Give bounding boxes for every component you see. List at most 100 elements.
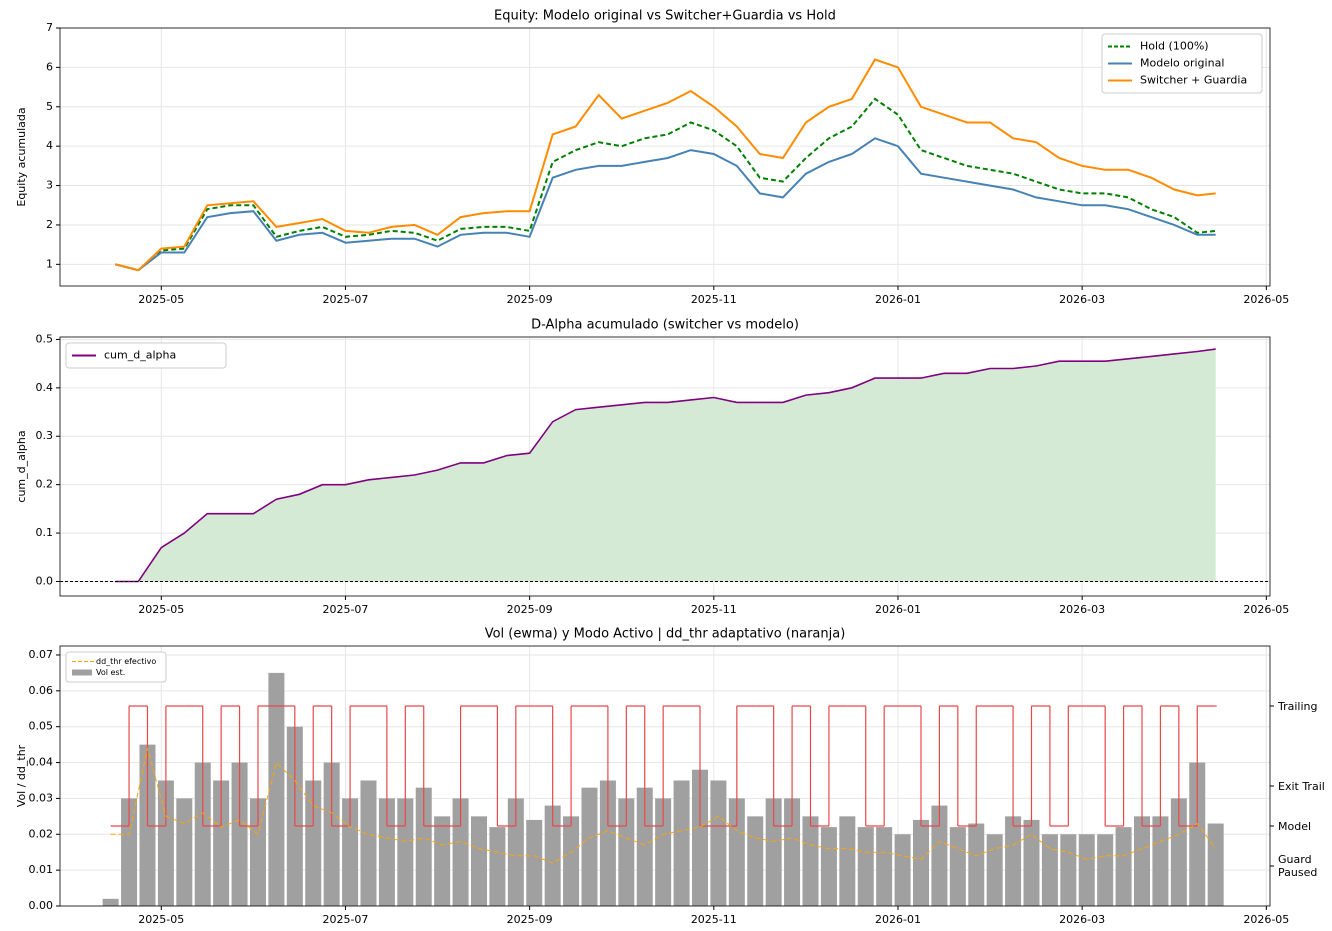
x-tick-label: 2026-01 — [875, 913, 921, 926]
bar — [563, 816, 580, 906]
bar — [912, 819, 929, 906]
x-tick-label: 2026-05 — [1243, 603, 1289, 616]
bar — [747, 816, 764, 906]
x-tick-label: 2025-05 — [138, 913, 184, 926]
legend-label: cum_d_alpha — [104, 349, 176, 362]
bar — [1170, 798, 1187, 906]
bar — [784, 798, 801, 906]
bar — [1041, 834, 1058, 906]
x-tick-label: 2026-03 — [1059, 293, 1105, 306]
x-tick-label: 2025-09 — [507, 913, 553, 926]
bar — [194, 762, 211, 906]
legend-swatch — [72, 669, 92, 676]
x-tick-label: 2026-01 — [875, 603, 921, 616]
bar — [507, 798, 524, 906]
bar — [986, 834, 1003, 906]
bar — [378, 798, 395, 906]
y-tick-label: 0.01 — [29, 863, 54, 876]
legend-label: Vol est. — [96, 668, 125, 677]
bar — [618, 798, 635, 906]
y-tick-label: 5 — [46, 100, 53, 113]
y2-tick-label: Trailing — [1278, 699, 1318, 713]
x-tick-label: 2025-09 — [507, 603, 553, 616]
bar — [765, 798, 782, 906]
y-tick-label: 0.05 — [29, 720, 54, 733]
bar — [157, 780, 174, 906]
bar — [268, 672, 285, 906]
bar — [1152, 816, 1169, 906]
bar — [489, 827, 506, 906]
bar — [1207, 823, 1224, 906]
bar — [931, 805, 948, 906]
bar — [360, 780, 377, 906]
y-tick-label: 0.00 — [29, 899, 54, 912]
y-tick-label: 7 — [46, 21, 53, 34]
legend-box — [1101, 33, 1263, 94]
bar — [1005, 816, 1022, 906]
y-tick-label: 0.03 — [29, 791, 54, 804]
bar — [949, 827, 966, 906]
legend-label: Hold (100%) — [1140, 40, 1209, 53]
chart-title: Vol (ewma) y Modo Activo | dd_thr adapta… — [485, 627, 846, 642]
legend-box — [65, 342, 227, 369]
x-tick-label: 2025-07 — [322, 603, 368, 616]
bar — [415, 787, 432, 906]
bar — [599, 780, 616, 906]
bar — [1134, 816, 1151, 906]
bar — [526, 819, 543, 906]
y-axis-label: Vol / dd_thr — [15, 744, 28, 807]
y-tick-label: 0.1 — [36, 526, 54, 539]
y-tick-label: 0.06 — [29, 684, 54, 697]
y2-tick-label: Model — [1278, 819, 1312, 833]
bar — [673, 780, 690, 906]
bar — [691, 769, 708, 906]
y2-tick-label: Guard Paused — [1278, 853, 1318, 879]
y2-tick-label: Exit Trail — [1278, 779, 1325, 793]
bar — [968, 823, 985, 906]
bar — [102, 898, 119, 906]
x-tick-label: 2025-11 — [691, 913, 737, 926]
bar — [636, 787, 653, 906]
legend-label: Modelo original — [1140, 57, 1224, 70]
y-tick-label: 0.5 — [36, 332, 54, 345]
bar — [231, 762, 248, 906]
bar — [728, 798, 745, 906]
series-line — [110, 748, 1217, 864]
series-line — [115, 58, 1216, 272]
bar — [434, 816, 451, 906]
bar — [1078, 834, 1095, 906]
bar — [1060, 834, 1077, 906]
bar — [1115, 827, 1132, 906]
x-tick-label: 2026-03 — [1059, 603, 1105, 616]
y-tick-label: 1 — [46, 257, 53, 270]
x-tick-label: 2026-03 — [1059, 913, 1105, 926]
bar — [1023, 819, 1040, 906]
x-tick-label: 2025-07 — [322, 293, 368, 306]
series-line — [115, 137, 1216, 272]
bar — [470, 816, 487, 906]
bar — [121, 798, 138, 906]
series-line — [115, 348, 1216, 583]
bar — [397, 798, 414, 906]
y-tick-label: 6 — [46, 60, 53, 73]
x-tick-label: 2025-11 — [691, 293, 737, 306]
bar — [820, 827, 837, 906]
y-tick-label: 0.04 — [29, 756, 54, 769]
y-tick-label: 3 — [46, 179, 53, 192]
x-tick-label: 2026-05 — [1243, 293, 1289, 306]
y-tick-label: 0.2 — [36, 478, 54, 491]
x-tick-label: 2026-01 — [875, 293, 921, 306]
x-tick-label: 2025-05 — [138, 293, 184, 306]
x-tick-label: 2025-05 — [138, 603, 184, 616]
bar — [305, 780, 322, 906]
bar — [655, 798, 672, 906]
bar — [1189, 762, 1206, 906]
y-tick-label: 0.07 — [29, 648, 54, 661]
y-axis-label: Equity acumulada — [15, 107, 28, 206]
bar — [802, 816, 819, 906]
bar — [710, 780, 727, 906]
y-tick-label: 4 — [46, 139, 53, 152]
area-fill — [115, 349, 1216, 582]
y-tick-label: 0.4 — [36, 381, 54, 394]
